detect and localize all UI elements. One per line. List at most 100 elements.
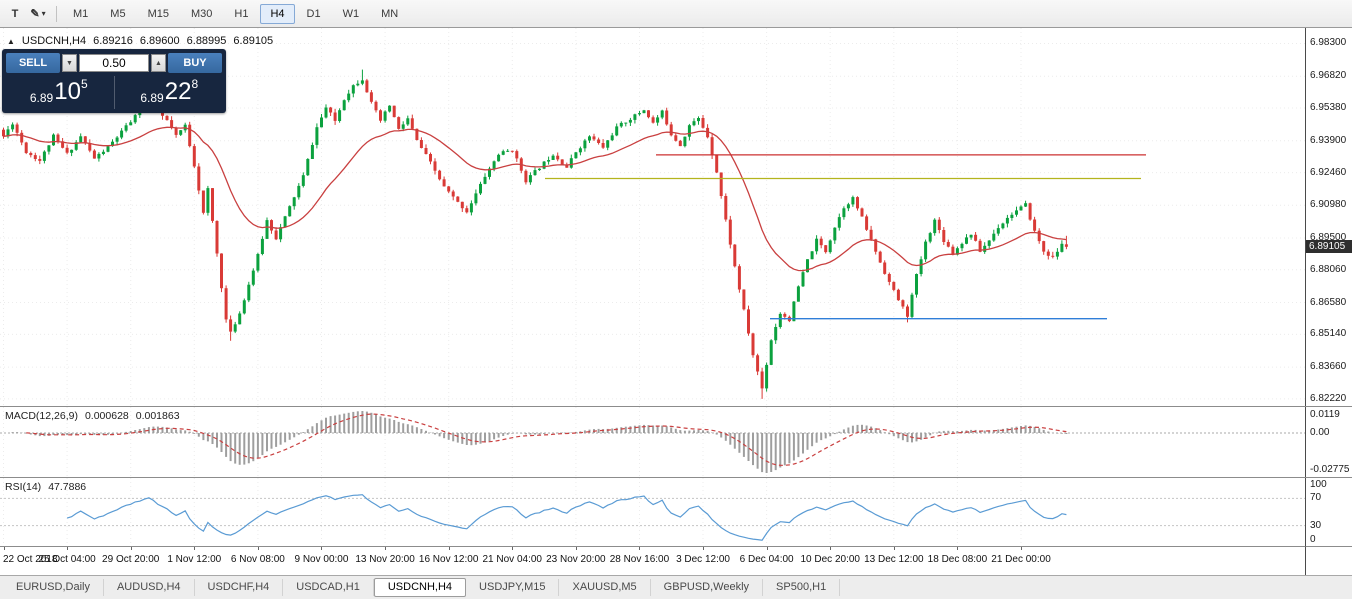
chart-tab[interactable]: USDJPY,M15 xyxy=(466,579,560,596)
draw-tools-button[interactable]: ✎ ▾ xyxy=(27,3,49,25)
timeframe-m1[interactable]: M1 xyxy=(73,7,89,20)
spin-down-icon: ▼ xyxy=(66,59,73,67)
rsi-axis-label: 70 xyxy=(1310,492,1322,504)
time-tick xyxy=(639,547,641,550)
time-tick xyxy=(194,547,196,550)
sell-quote[interactable]: 6.89 10 5 xyxy=(6,76,112,109)
toolbar-separator xyxy=(56,5,57,22)
time-tick xyxy=(257,547,259,550)
macd-axis[interactable]: 0.0119 0.00 -0.02775 xyxy=(1305,407,1352,477)
price-axis-label: 6.83660 xyxy=(1310,361,1347,373)
macd-panel[interactable]: MACD(12,26,9) 0.000628 0.001863 xyxy=(0,407,1305,477)
current-price-badge: 6.89105 xyxy=(1306,239,1352,253)
rsi-axis[interactable]: 100 70 30 0 xyxy=(1305,478,1352,546)
price-axis-label: 6.88060 xyxy=(1310,263,1347,275)
price-axis-label: 6.89500 xyxy=(1310,232,1347,243)
time-axis-label: 9 Nov 00:00 xyxy=(294,554,349,565)
timeframe-h4[interactable]: H4 xyxy=(260,3,295,24)
time-axis-label: 21 Nov 04:00 xyxy=(482,554,543,565)
panel-splitter[interactable] xyxy=(0,406,1352,407)
chart-tab[interactable]: GBPUSD,Weekly xyxy=(651,579,764,596)
price-axis[interactable]: 6.98300 6.96820 6.95380 6.93900 6.92460 6.909… xyxy=(1305,28,1352,406)
rsi-panel[interactable]: RSI(14) 47.7886 xyxy=(0,478,1305,546)
time-tick xyxy=(575,547,577,550)
chart-tab[interactable]: USDCNH,H4 xyxy=(373,578,467,597)
time-axis-label: 10 Dec 20:00 xyxy=(800,554,860,565)
buy-button[interactable]: BUY xyxy=(168,53,222,73)
price-axis-label: 6.86580 xyxy=(1310,296,1347,308)
chart-tab[interactable]: AUDUSD,H4 xyxy=(104,579,195,596)
time-tick xyxy=(321,547,323,550)
panel-splitter[interactable] xyxy=(0,477,1352,478)
chart-tab[interactable]: XAUUSD,M5 xyxy=(559,579,651,596)
macd-axis-label: -0.02775 xyxy=(1310,464,1350,475)
price-axis-label: 6.96820 xyxy=(1310,70,1347,82)
lot-decrease-button[interactable]: ▼ xyxy=(62,54,77,72)
time-tick xyxy=(3,547,5,550)
lot-size-input[interactable] xyxy=(79,54,149,72)
high-value: 6.89600 xyxy=(139,35,180,47)
time-axis-label: 16 Nov 12:00 xyxy=(418,554,479,565)
time-tick xyxy=(957,547,959,550)
chart-tab[interactable]: SP500,H1 xyxy=(763,579,841,596)
chart-tab[interactable]: EURUSD,Daily xyxy=(3,579,104,596)
macd-name: MACD(12,26,9) xyxy=(5,410,78,422)
timeframe-m5[interactable]: M5 xyxy=(110,7,126,20)
macd-label-line: MACD(12,26,9) 0.000628 0.001863 xyxy=(5,410,180,422)
time-tick xyxy=(703,547,705,550)
price-axis-label: 6.95380 xyxy=(1310,102,1347,114)
collapse-trade-panel-icon[interactable]: ▲ xyxy=(7,36,15,46)
timeframe-mn[interactable]: MN xyxy=(381,7,399,20)
time-axis-label: 29 Oct 20:00 xyxy=(102,554,160,565)
rsi-label-line: RSI(14) 47.7886 xyxy=(5,481,86,493)
timeframe-h1[interactable]: H1 xyxy=(234,7,249,20)
chart-tab[interactable]: USDCAD,H1 xyxy=(283,579,374,596)
rsi-value: 47.7886 xyxy=(48,481,87,493)
lot-increase-button[interactable]: ▲ xyxy=(151,54,166,72)
time-tick xyxy=(512,547,514,550)
time-axis-label: 23 Nov 20:00 xyxy=(546,554,606,565)
price-chart-canvas[interactable] xyxy=(0,28,1305,406)
timeframe-w1[interactable]: W1 xyxy=(342,7,360,20)
time-tick xyxy=(1021,547,1023,550)
time-axis-label: 25 Oct 04:00 xyxy=(38,554,96,565)
timeframe-m30[interactable]: M30 xyxy=(190,7,213,20)
chart-tab[interactable]: USDCHF,H4 xyxy=(195,579,284,596)
open-value: 6.89216 xyxy=(93,35,133,47)
price-axis-label: 6.92460 xyxy=(1310,166,1347,178)
price-axis-label: 6.93900 xyxy=(1310,134,1347,146)
rsi-axis-label: 100 xyxy=(1310,479,1327,490)
chart-info-line: ▲ USDCNH,H4 6.89216 6.89600 6.88995 6.89… xyxy=(7,35,273,47)
sell-quote-prefix: 6.89 xyxy=(29,91,54,105)
macd-main-value: 0.000628 xyxy=(84,410,129,422)
timeframe-d1[interactable]: D1 xyxy=(306,7,321,20)
macd-canvas[interactable] xyxy=(0,407,1305,477)
time-axis-label: 21 Dec 00:00 xyxy=(991,554,1051,565)
time-tick xyxy=(130,547,132,550)
time-tick xyxy=(67,547,69,550)
time-tick xyxy=(830,547,832,550)
sell-button[interactable]: SELL xyxy=(6,53,60,73)
sell-quote-main: 10 xyxy=(54,78,81,105)
symbol-label: USDCNH,H4 xyxy=(21,35,87,47)
spin-up-icon: ▲ xyxy=(155,59,162,67)
text-tool-button[interactable]: T xyxy=(4,3,26,25)
text-tool-icon: T xyxy=(11,7,19,20)
sell-quote-pip: 5 xyxy=(80,77,88,91)
rsi-canvas[interactable] xyxy=(0,478,1305,546)
time-axis-label: 3 Dec 12:00 xyxy=(676,554,730,565)
time-tick xyxy=(893,547,895,550)
time-axis-label: 18 Dec 08:00 xyxy=(927,554,988,565)
timeframe-m15[interactable]: M15 xyxy=(147,7,169,20)
price-axis-label: 6.82220 xyxy=(1310,392,1347,404)
close-value: 6.89105 xyxy=(233,35,274,47)
buy-quote-pip: 8 xyxy=(191,77,199,91)
price-chart-panel[interactable]: ▲ USDCNH,H4 6.89216 6.89600 6.88995 6.89… xyxy=(0,28,1305,406)
time-axis-label: 6 Nov 08:00 xyxy=(230,554,285,565)
toolbar: T ✎ ▾ M1 M5 M15 M30 H1 H4 D1 W1 MN xyxy=(0,0,1352,28)
one-click-trading-panel: SELL ▼ ▲ BUY 6.89 10 5 xyxy=(2,49,226,113)
time-axis[interactable]: 22 Oct 2018 25 Oct 04:00 29 Oct 20:00 1 Nov… xyxy=(0,546,1305,575)
buy-quote[interactable]: 6.89 22 8 xyxy=(117,76,223,109)
low-value: 6.88995 xyxy=(186,35,227,47)
